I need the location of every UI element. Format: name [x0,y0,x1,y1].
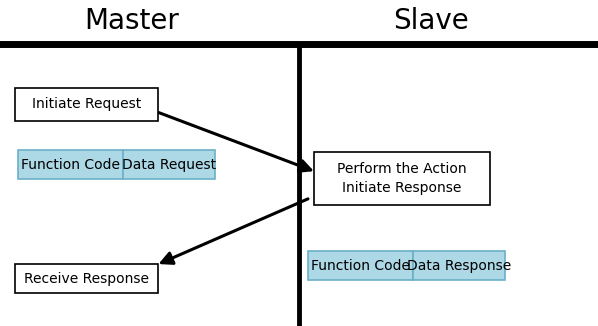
Text: Function Code: Function Code [21,158,120,171]
Text: Data Response: Data Response [407,259,511,273]
FancyBboxPatch shape [413,251,505,280]
FancyBboxPatch shape [308,251,413,280]
FancyBboxPatch shape [15,88,158,121]
Text: Initiate Request: Initiate Request [32,97,141,111]
FancyBboxPatch shape [18,150,123,179]
Text: Receive Response: Receive Response [24,272,150,286]
Text: Slave: Slave [393,7,468,35]
Text: Master: Master [84,7,179,35]
Text: Function Code: Function Code [311,259,410,273]
FancyBboxPatch shape [15,264,158,293]
Text: Perform the Action
Initiate Response: Perform the Action Initiate Response [337,162,467,195]
Text: Data Request: Data Request [122,158,216,171]
FancyBboxPatch shape [314,152,490,205]
FancyBboxPatch shape [123,150,215,179]
